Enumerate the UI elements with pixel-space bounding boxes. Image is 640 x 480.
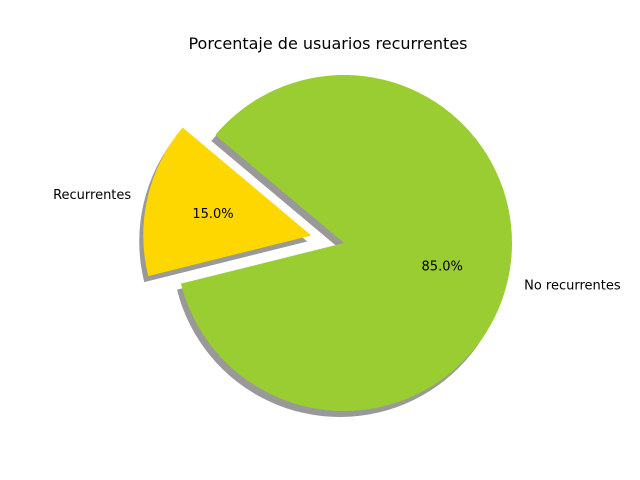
slice-label-recurrentes: Recurrentes <box>53 188 131 203</box>
pie-slice-no-recurrentes <box>180 74 512 411</box>
pie-labels: Recurrentes 15.0% No recurrentes 85.0% <box>53 188 621 294</box>
pie-slice-recurrentes <box>143 127 312 277</box>
chart-title: Porcentaje de usuarios recurrentes <box>188 34 467 53</box>
slice-percent-recurrentes: 15.0% <box>192 207 233 222</box>
slice-percent-no-recurrentes: 85.0% <box>422 260 463 275</box>
pie-slices <box>143 74 512 411</box>
slice-label-no-recurrentes: No recurrentes <box>524 279 621 294</box>
